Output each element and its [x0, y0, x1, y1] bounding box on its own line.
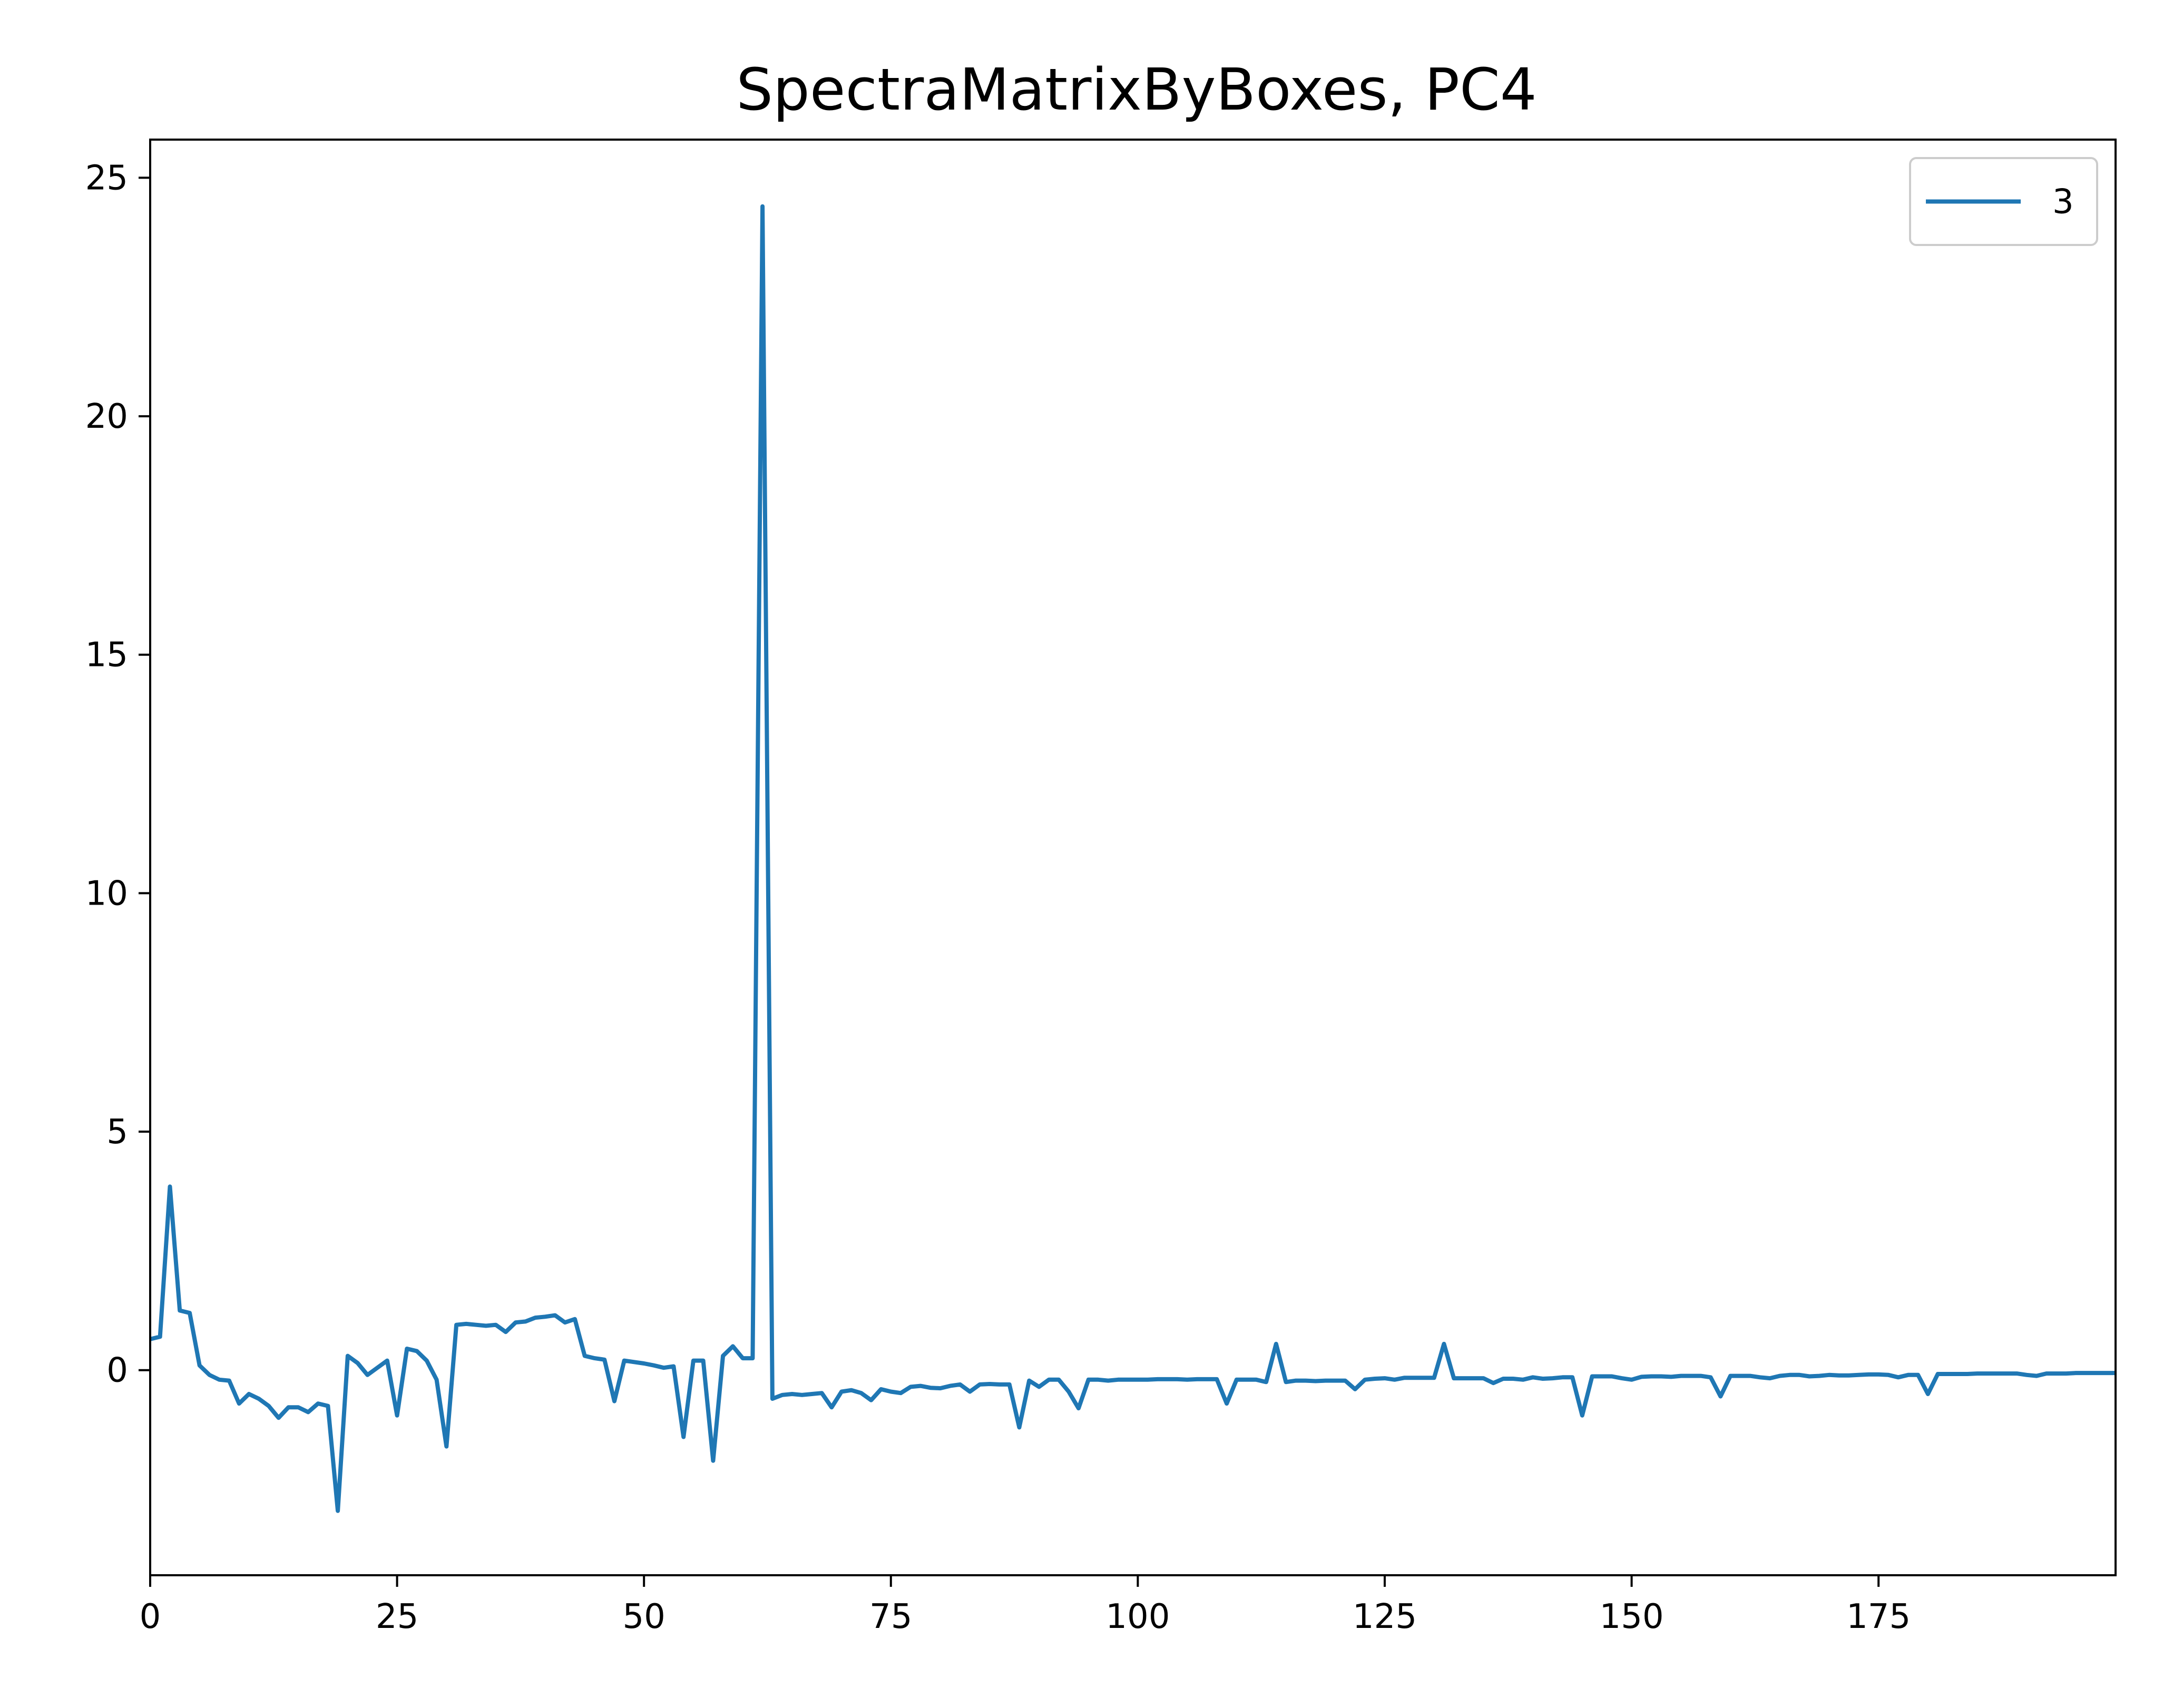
y-tick-label: 25 — [85, 159, 128, 198]
x-tick-label: 150 — [1599, 1597, 1663, 1636]
x-tick-label: 25 — [376, 1597, 418, 1636]
axis-ticks: 0 25 50 75 100 125 150 175 0 5 10 15 20 25 — [85, 159, 1911, 1636]
y-tick-label: 0 — [106, 1351, 128, 1390]
x-tick-label: 50 — [622, 1597, 665, 1636]
series-line — [150, 204, 2116, 1513]
x-tick-label: 125 — [1353, 1597, 1417, 1636]
y-tick-label: 5 — [106, 1113, 128, 1152]
x-tick-label: 0 — [140, 1597, 161, 1636]
x-tick-label: 75 — [869, 1597, 912, 1636]
chart-title: SpectraMatrixByBoxes, PC4 — [736, 56, 1537, 123]
y-tick-label: 10 — [85, 874, 128, 913]
y-tick-label: 15 — [85, 636, 128, 675]
x-tick-label: 175 — [1846, 1597, 1911, 1636]
x-tick-label: 100 — [1105, 1597, 1170, 1636]
plot-area — [150, 204, 2116, 1513]
legend-label: 3 — [2052, 183, 2074, 222]
axes-frame — [149, 139, 2117, 1576]
y-tick-label: 20 — [85, 397, 128, 436]
legend: 3 — [1909, 157, 2098, 246]
